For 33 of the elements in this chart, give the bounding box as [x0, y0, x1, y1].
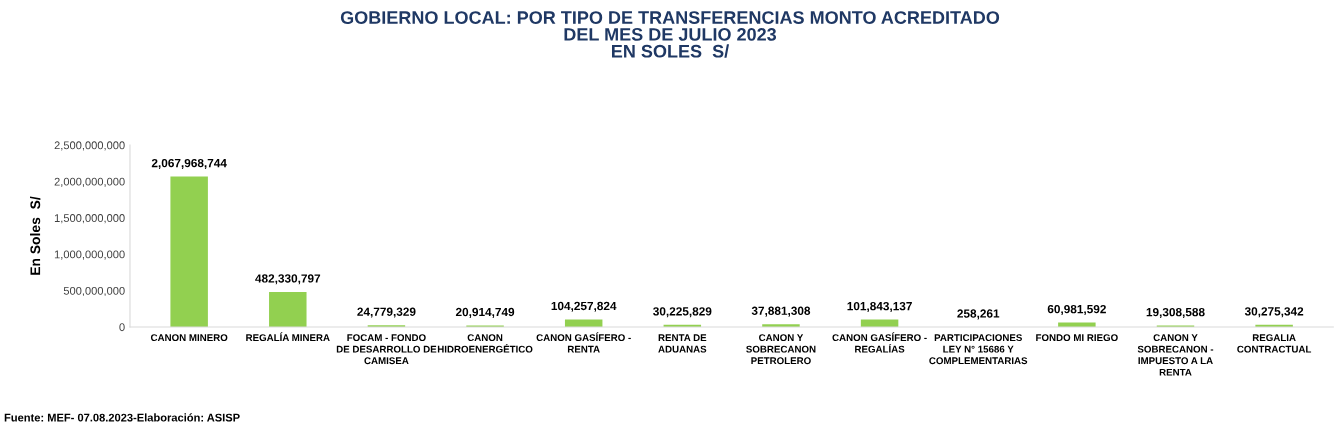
- y-tick-label: 2,000,000,000: [54, 177, 125, 187]
- x-tick-label: CANON Y SOBRECANON - IMPUESTO A LA RENTA: [1137, 334, 1214, 376]
- x-tick-label: CANON GASÍFERO - RENTA: [536, 332, 631, 353]
- x-tick-label: CANON GASÍFERO - REGALÍAS: [832, 332, 927, 353]
- chart-title: GOBIERNO LOCAL: POR TIPO DE TRANSFERENCIAS MONTO ACREDITADO DEL MES DE JULIO 2023 EN SOLES S/: [340, 11, 1000, 58]
- x-tick-label: PARTICIPACIONES LEY N° 15686 Y COMPLEMENTARIAS: [929, 334, 1028, 365]
- data-label: 30,225,829: [653, 307, 712, 318]
- x-tick-label: CANON MINERO: [150, 334, 228, 342]
- data-label: 104,257,824: [551, 301, 617, 312]
- data-label: 258,261: [957, 309, 1000, 320]
- x-tick-label: CANON Y SOBRECANON PETROLERO: [746, 334, 816, 365]
- data-label: 482,330,797: [255, 274, 321, 285]
- x-tick-label: CANON HIDROENERGÉTICO: [437, 334, 533, 353]
- y-tick-label: 2,500,000,000: [54, 141, 125, 151]
- x-tick-label: RENTA DE ADUANAS: [658, 334, 707, 353]
- data-label: 101,843,137: [847, 301, 912, 313]
- x-tick-label: REGALÍA MINERA: [246, 332, 330, 342]
- data-label: 60,981,592: [1047, 304, 1106, 315]
- y-tick-label: 1,500,000,000: [54, 214, 125, 224]
- data-label: 37,881,308: [751, 306, 811, 317]
- x-tick-label: FOCAM - FONDO DE DESARROLLO DE CAMISEA: [336, 334, 437, 365]
- data-label: 19,308,588: [1146, 307, 1205, 319]
- y-tick-label: 0: [119, 323, 125, 332]
- data-label: 30,275,342: [1244, 307, 1304, 318]
- y-tick-label: 500,000,000: [63, 286, 125, 297]
- data-label: 2,067,968,744: [151, 158, 227, 169]
- x-tick-label: REGALIA CONTRACTUAL: [1237, 334, 1312, 353]
- data-label: 24,779,329: [357, 307, 416, 318]
- y-tick-label: 1,000,000,000: [54, 250, 125, 260]
- data-label: 20,914,749: [455, 307, 515, 318]
- y-axis-title: En Soles S/: [30, 196, 41, 275]
- x-tick-label: FONDO MI RIEGO: [1036, 334, 1118, 342]
- source-note: Fuente: MEF- 07.08.2023-Elaboración: ASISP: [4, 413, 240, 422]
